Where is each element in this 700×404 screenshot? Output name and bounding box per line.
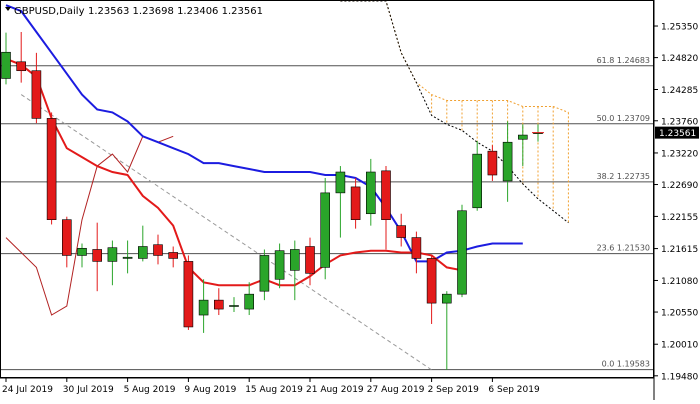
- candle-bear: [411, 237, 422, 259]
- time-tick-label: 15 Aug 2019: [245, 385, 303, 395]
- candle-bear: [183, 261, 194, 328]
- fib-level-label: 23.6 1.21530: [597, 244, 650, 253]
- candle-bear: [31, 70, 42, 119]
- candle-bull: [244, 293, 254, 310]
- time-tick-label: 21 Aug 2019: [306, 385, 364, 395]
- candlestick-series: [1, 31, 544, 370]
- cloud-lower-line: [340, 0, 569, 224]
- time-tick-label: 30 Jul 2019: [63, 385, 114, 395]
- time-tick-label: 2 Sep 2019: [428, 385, 480, 395]
- symbol-label: GBPUSD,Daily: [14, 6, 85, 17]
- candle-bull: [274, 250, 285, 280]
- fib-level-label: 61.8 1.24683: [597, 56, 650, 65]
- time-tick-label: 24 Jul 2019: [2, 385, 53, 395]
- ohlc-readout: 1.23563 1.23698 1.23406 1.23561: [88, 6, 263, 17]
- time-tick-label: 6 Sep 2019: [488, 385, 540, 395]
- price-tick-label: 1.24820: [661, 54, 698, 64]
- time-tick-label: 27 Aug 2019: [367, 385, 425, 395]
- fib-level-label: 0.0 1.19583: [602, 360, 650, 369]
- time-axis: 24 Jul 2019 30 Jul 2019 5 Aug 2019 9 Aug 20…: [2, 378, 540, 395]
- candle-bull: [1, 51, 11, 79]
- price-tick-label: 1.20550: [661, 309, 698, 319]
- price-tick-label: 1.22155: [661, 213, 698, 223]
- price-tick-label: 1.23760: [661, 117, 698, 127]
- candle-bear: [168, 252, 178, 259]
- price-tick-label: 1.19480: [661, 372, 698, 382]
- candle-bull: [502, 141, 513, 182]
- indicator-lines: [5, 4, 523, 316]
- candle-bull: [259, 255, 270, 292]
- price-tick-label: 1.25350: [661, 23, 698, 33]
- candle-bear: [350, 186, 361, 220]
- candle-bear: [426, 258, 437, 304]
- candle-bear: [381, 170, 391, 220]
- price-tick-label: 1.24285: [661, 86, 698, 96]
- fib-level-label: 50.0 1.23709: [597, 114, 650, 123]
- price-tick-label: 1.21080: [661, 277, 698, 287]
- candle-bear: [16, 61, 27, 72]
- price-tick-label: 1.22690: [661, 181, 698, 191]
- price-axis: 1.25350 1.24820 1.24285 1.23760 1.23220 1.226…: [654, 23, 699, 382]
- candle-bull: [229, 305, 239, 307]
- price-tick-label: 1.20010: [661, 341, 698, 351]
- time-tick-label: 9 Aug 2019: [184, 385, 236, 395]
- candle-bull: [107, 247, 118, 262]
- time-tick-label: 5 Aug 2019: [124, 385, 176, 395]
- candle-bear: [214, 299, 224, 310]
- candle-bull: [289, 249, 300, 271]
- candle-bull: [320, 192, 331, 268]
- kijun-sen-line: [5, 57, 463, 287]
- candle-bull: [122, 256, 133, 259]
- fib-level-label: 38.2 1.22735: [597, 172, 650, 181]
- candle-bear: [92, 249, 102, 262]
- trendline-layer: [20, 94, 432, 371]
- candle-bull: [517, 134, 528, 140]
- candle-bull: [365, 171, 376, 215]
- candle-bull: [457, 210, 467, 295]
- candle-bull: [138, 246, 148, 259]
- candle-bear: [487, 150, 498, 176]
- candle-bull: [77, 247, 87, 256]
- candle-bear: [396, 225, 407, 238]
- current-price-tag: [655, 126, 699, 139]
- candle-bear: [153, 244, 163, 256]
- candle-bear: [305, 246, 315, 274]
- plot-frame: [0, 0, 654, 378]
- ichimoku-cloud: [340, 0, 569, 224]
- candle-bull: [198, 299, 209, 316]
- price-tick-label: 1.21615: [661, 245, 698, 255]
- symbol-dropdown-icon[interactable]: [5, 7, 11, 11]
- candle-bull: [335, 171, 346, 194]
- current-price-label: 1.23561: [659, 129, 696, 139]
- price-tick-label: 1.23220: [661, 149, 698, 159]
- candle-bull: [441, 293, 452, 304]
- candle-bull: [472, 153, 483, 209]
- candle-bear: [46, 118, 57, 220]
- candle-bear: [61, 219, 72, 256]
- trendline: [20, 94, 432, 371]
